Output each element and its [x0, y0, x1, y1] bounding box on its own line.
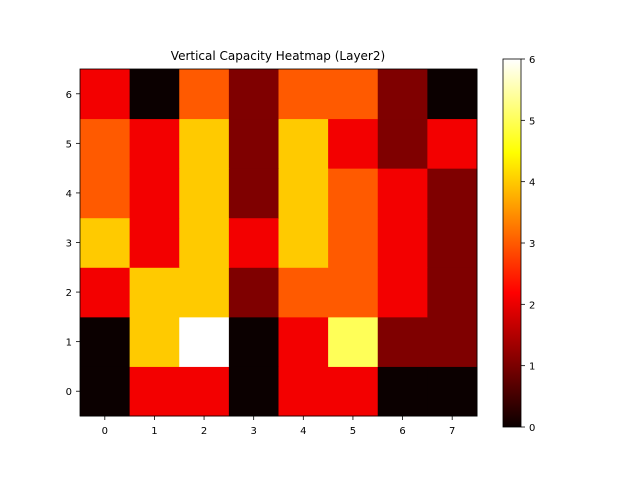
x-tick-label: 5	[350, 426, 356, 437]
x-tick-label: 3	[251, 426, 257, 437]
heatmap-cell	[427, 267, 478, 318]
heatmap-cell	[80, 316, 131, 367]
colorbar-axis: 0 1 2 3 4 5 6	[521, 55, 535, 434]
heatmap-cell	[80, 168, 131, 219]
heatmap-cell	[129, 168, 180, 219]
colorbar-tick-label: 2	[529, 300, 535, 311]
heatmap-cells	[80, 69, 478, 417]
heatmap-cell	[278, 217, 329, 268]
x-tick-label: 4	[300, 426, 306, 437]
heatmap-cell	[377, 168, 428, 219]
heatmap-cell	[179, 366, 230, 417]
heatmap-cell	[377, 69, 428, 120]
heatmap-cell	[377, 118, 428, 169]
heatmap-cell	[328, 69, 379, 120]
heatmap-cell	[80, 366, 131, 417]
heatmap-cell	[80, 69, 131, 120]
heatmap-cell	[377, 267, 428, 318]
heatmap-cell	[427, 168, 478, 219]
heatmap-cell	[129, 118, 180, 169]
heatmap-cell	[427, 118, 478, 169]
colorbar-tick-label: 0	[529, 423, 535, 434]
heatmap-cell	[278, 316, 329, 367]
y-tick-label: 1	[66, 338, 72, 349]
heatmap-cell	[377, 316, 428, 367]
heatmap-cell	[129, 69, 180, 120]
y-tick-label: 3	[66, 239, 72, 250]
heatmap-cell	[328, 217, 379, 268]
heatmap-cell	[328, 118, 379, 169]
colorbar-tick-label: 6	[529, 55, 535, 66]
heatmap-cell	[179, 118, 230, 169]
heatmap-cell	[328, 366, 379, 417]
x-tick-label: 6	[399, 426, 405, 437]
heatmap-cell	[278, 366, 329, 417]
heatmap-cell	[129, 267, 180, 318]
colorbar	[503, 59, 521, 427]
heatmap-cell	[228, 217, 279, 268]
y-tick-label: 6	[66, 90, 72, 101]
x-tick-label: 2	[201, 426, 207, 437]
heatmap-cell	[278, 267, 329, 318]
colorbar-tick-label: 4	[529, 178, 535, 189]
colorbar-tick-label: 1	[529, 362, 535, 373]
heatmap-cell	[328, 168, 379, 219]
heatmap-cell	[278, 168, 329, 219]
y-axis: 0 1 2 3 4 5 6	[66, 90, 80, 398]
heatmap-cell	[278, 118, 329, 169]
heatmap-cell	[228, 69, 279, 120]
chart-title: Vertical Capacity Heatmap (Layer2)	[171, 49, 385, 63]
colorbar-tick-label: 5	[529, 116, 535, 127]
y-tick-label: 4	[66, 189, 72, 200]
heatmap-cell	[328, 267, 379, 318]
heatmap-cell	[80, 217, 131, 268]
heatmap-cell	[179, 267, 230, 318]
heatmap-cell	[129, 366, 180, 417]
heatmap-cell	[179, 217, 230, 268]
heatmap-cell	[228, 118, 279, 169]
y-tick-label: 2	[66, 288, 72, 299]
heatmap-cell	[179, 316, 230, 367]
heatmap-cell	[328, 316, 379, 367]
x-tick-label: 1	[151, 426, 157, 437]
heatmap-cell	[179, 168, 230, 219]
heatmap-cell	[228, 316, 279, 367]
heatmap-cell	[278, 69, 329, 120]
heatmap-cell	[427, 316, 478, 367]
y-tick-label: 5	[66, 139, 72, 150]
y-tick-label: 0	[66, 387, 72, 398]
x-axis: 0 1 2 3 4 5 6 7	[102, 416, 455, 437]
heatmap-cell	[179, 69, 230, 120]
heatmap-cell	[228, 267, 279, 318]
x-tick-label: 7	[449, 426, 455, 437]
heatmap-cell	[427, 366, 478, 417]
heatmap-cell	[129, 316, 180, 367]
heatmap-cell	[228, 168, 279, 219]
x-tick-label: 0	[102, 426, 108, 437]
heatmap-cell	[377, 366, 428, 417]
heatmap-cell	[427, 69, 478, 120]
heatmap-cell	[129, 217, 180, 268]
colorbar-tick-label: 3	[529, 239, 535, 250]
heatmap-cell	[427, 217, 478, 268]
heatmap-cell	[80, 118, 131, 169]
heatmap-cell	[80, 267, 131, 318]
heatmap-cell	[377, 217, 428, 268]
heatmap-cell	[228, 366, 279, 417]
